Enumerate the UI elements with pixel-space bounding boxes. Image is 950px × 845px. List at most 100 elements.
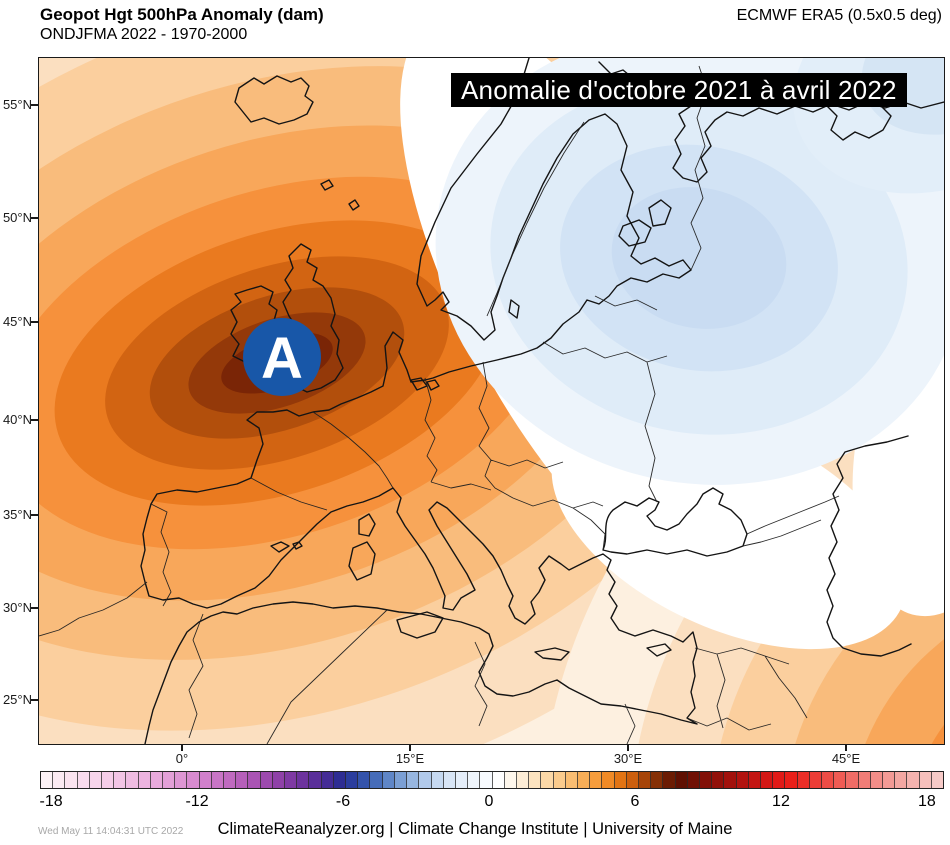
lat-tick-mark bbox=[31, 217, 38, 219]
colorbar-cell bbox=[370, 772, 383, 788]
colorbar-cell bbox=[822, 772, 835, 788]
contour-band bbox=[611, 187, 787, 329]
lon-tick-label: 15°E bbox=[395, 751, 425, 766]
colorbar-cell bbox=[590, 772, 603, 788]
lon-tick-mark bbox=[181, 745, 183, 751]
colorbar-cell bbox=[748, 772, 761, 788]
marker-circle bbox=[243, 318, 321, 396]
colorbar-cell bbox=[382, 772, 395, 788]
coastline-cyprus bbox=[646, 643, 672, 657]
coastline-corsica bbox=[358, 513, 376, 537]
colorbar-cell bbox=[602, 772, 615, 788]
colorbar-cell bbox=[102, 772, 115, 788]
anticyclone-marker: A bbox=[243, 318, 321, 396]
colorbar-cell bbox=[358, 772, 371, 788]
anomaly-map: A bbox=[39, 58, 944, 744]
lat-tick-mark bbox=[31, 607, 38, 609]
lake-ladoga bbox=[618, 219, 652, 247]
coastline-faroe-icon bbox=[320, 179, 360, 211]
lat-tick-label: 50°N bbox=[2, 210, 32, 225]
colorbar-cell bbox=[407, 772, 420, 788]
colorbar-cell bbox=[785, 772, 798, 788]
colorbar-cell bbox=[443, 772, 456, 788]
colorbar-cell bbox=[809, 772, 822, 788]
colorbar-cell bbox=[492, 772, 505, 788]
coastline-caspian bbox=[826, 435, 912, 657]
coastline-iceland bbox=[234, 75, 314, 125]
colorbar-cell bbox=[150, 772, 164, 788]
generation-timestamp: Wed May 11 14:04:31 UTC 2022 bbox=[38, 826, 184, 837]
colorbar-cell bbox=[346, 772, 359, 788]
colorbar-cell bbox=[614, 772, 627, 788]
colorbar-cell bbox=[211, 772, 225, 788]
lon-tick-mark bbox=[409, 745, 411, 751]
colorbar-cell bbox=[285, 772, 298, 788]
coastline-crete bbox=[534, 647, 570, 661]
colorbar-cell bbox=[834, 772, 847, 788]
colorbar-tick-label: 18 bbox=[918, 793, 936, 810]
lat-tick-label: 45°N bbox=[2, 314, 32, 329]
lat-tick-label: 55°N bbox=[2, 97, 32, 112]
coastline-layer bbox=[39, 58, 944, 744]
coastline-gotland bbox=[508, 299, 520, 319]
lon-tick-label: 45°E bbox=[831, 751, 861, 766]
colorbar-cell bbox=[248, 772, 261, 788]
colorbar-cell bbox=[419, 772, 432, 788]
colorbar-cell bbox=[480, 772, 493, 788]
colorbar-cell bbox=[77, 772, 90, 788]
colorbar bbox=[40, 771, 944, 789]
colorbar-cell bbox=[53, 772, 66, 788]
colorbar-cell bbox=[895, 772, 908, 788]
lat-tick-mark bbox=[31, 104, 38, 106]
page-subtitle: ONDJFMA 2022 - 1970-2000 bbox=[40, 26, 248, 43]
colorbar-cell bbox=[187, 772, 200, 788]
lat-tick-label: 25°N bbox=[2, 692, 32, 707]
colorbar-cell bbox=[126, 772, 139, 788]
lat-tick-mark bbox=[31, 514, 38, 516]
colorbar-cell bbox=[321, 772, 334, 788]
lake-onega bbox=[648, 199, 672, 227]
colorbar-cell bbox=[138, 772, 151, 788]
colorbar-tick-label: -12 bbox=[185, 793, 209, 810]
lat-tick-mark bbox=[31, 699, 38, 701]
contour-band bbox=[861, 58, 944, 135]
lat-tick-label: 35°N bbox=[2, 507, 32, 522]
colorbar-cell bbox=[455, 772, 469, 788]
coastline-balearics bbox=[270, 541, 303, 553]
colorbar-tick-label: -6 bbox=[335, 793, 351, 810]
colorbar-cell bbox=[687, 772, 700, 788]
colorbar-cell bbox=[89, 772, 103, 788]
lat-tick-label: 30°N bbox=[2, 600, 32, 615]
colorbar-cell bbox=[41, 772, 54, 788]
colorbar-cell bbox=[114, 772, 127, 788]
page-title: Geopot Hgt 500hPa Anomaly (dam) bbox=[40, 5, 324, 24]
contour-band bbox=[865, 639, 944, 744]
colorbar-tick-label: 6 bbox=[630, 793, 640, 810]
country-borders bbox=[39, 65, 840, 744]
colorbar-cell bbox=[638, 772, 652, 788]
map-panel: A Anomalie d'octobre 2021 à avril 2022 bbox=[38, 57, 945, 745]
lat-tick-mark bbox=[31, 419, 38, 421]
colorbar-tick-label: -18 bbox=[39, 793, 63, 810]
lat-tick-label: 40°N bbox=[2, 412, 32, 427]
lon-tick-label: 30°E bbox=[613, 751, 643, 766]
colorbar-cell bbox=[309, 772, 322, 788]
coastline-great-britain bbox=[282, 243, 344, 393]
colorbar-cell bbox=[236, 772, 249, 788]
colorbar-cell bbox=[699, 772, 713, 788]
colorbar-cell bbox=[883, 772, 896, 788]
coastline-sicily bbox=[396, 611, 444, 639]
coastline-black-sea bbox=[602, 487, 748, 557]
colorbar-cell bbox=[760, 772, 774, 788]
colorbar-cell bbox=[199, 772, 212, 788]
colorbar-cell bbox=[797, 772, 810, 788]
credit-line: ClimateReanalyzer.org | Climate Change I… bbox=[217, 820, 733, 838]
contour-band bbox=[931, 724, 944, 744]
colorbar-cell bbox=[577, 772, 591, 788]
coastline-sardinia bbox=[348, 541, 376, 581]
colorbar-cell bbox=[175, 772, 188, 788]
coastline-mainland bbox=[140, 58, 698, 744]
colorbar-cell bbox=[931, 772, 944, 788]
colorbar-cell bbox=[773, 772, 786, 788]
